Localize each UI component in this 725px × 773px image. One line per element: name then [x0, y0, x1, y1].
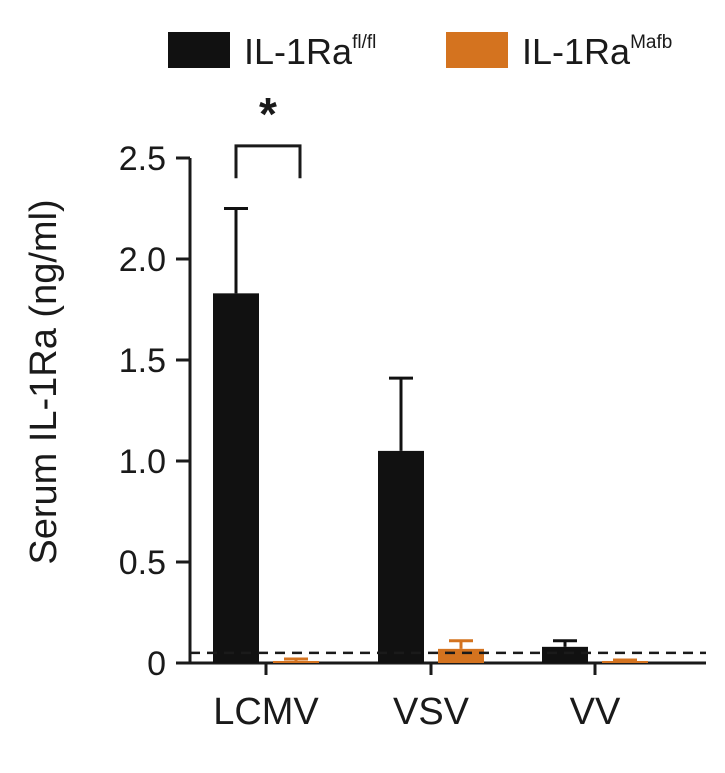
y-tick-label: 1.5	[119, 342, 166, 380]
legend-swatch-series-2	[446, 32, 508, 68]
significance-star: *	[259, 88, 277, 140]
legend-label-series-2: IL-1RaMafb	[522, 31, 672, 72]
x-axis-categories: LCMV VSV VV	[213, 663, 621, 733]
significance-bracket-line	[234, 144, 302, 179]
y-tick-label: 0.5	[119, 544, 166, 582]
y-axis-title: Serum IL-1Ra (ng/ml)	[23, 199, 65, 564]
legend-label-series-1: IL-1Rafl/fl	[244, 31, 376, 72]
significance-bracket: *	[234, 88, 302, 179]
legend-swatch-series-1	[168, 32, 230, 68]
bar-series-2-vsv	[438, 648, 484, 663]
bar-series-1-vsv	[378, 450, 424, 663]
y-tick-label: 2.5	[119, 140, 166, 178]
y-tick-label: 0	[147, 645, 166, 683]
x-category-label: LCMV	[213, 691, 319, 733]
legend: IL-1Rafl/fl IL-1RaMafb	[168, 31, 672, 72]
y-tick-label: 2.0	[119, 241, 166, 279]
x-category-label: VSV	[393, 691, 470, 733]
bars	[213, 207, 648, 663]
bar-series-2-lcmv	[273, 660, 319, 663]
bar-series-1-lcmv	[213, 293, 259, 663]
bar-series-1-vv	[542, 646, 588, 663]
x-category-label: VV	[570, 691, 621, 733]
y-axis-ticks: 0 0.5 1.0 1.5 2.0 2.5	[119, 140, 190, 683]
y-tick-label: 1.0	[119, 443, 166, 481]
bar-series-2-vv	[602, 660, 648, 663]
